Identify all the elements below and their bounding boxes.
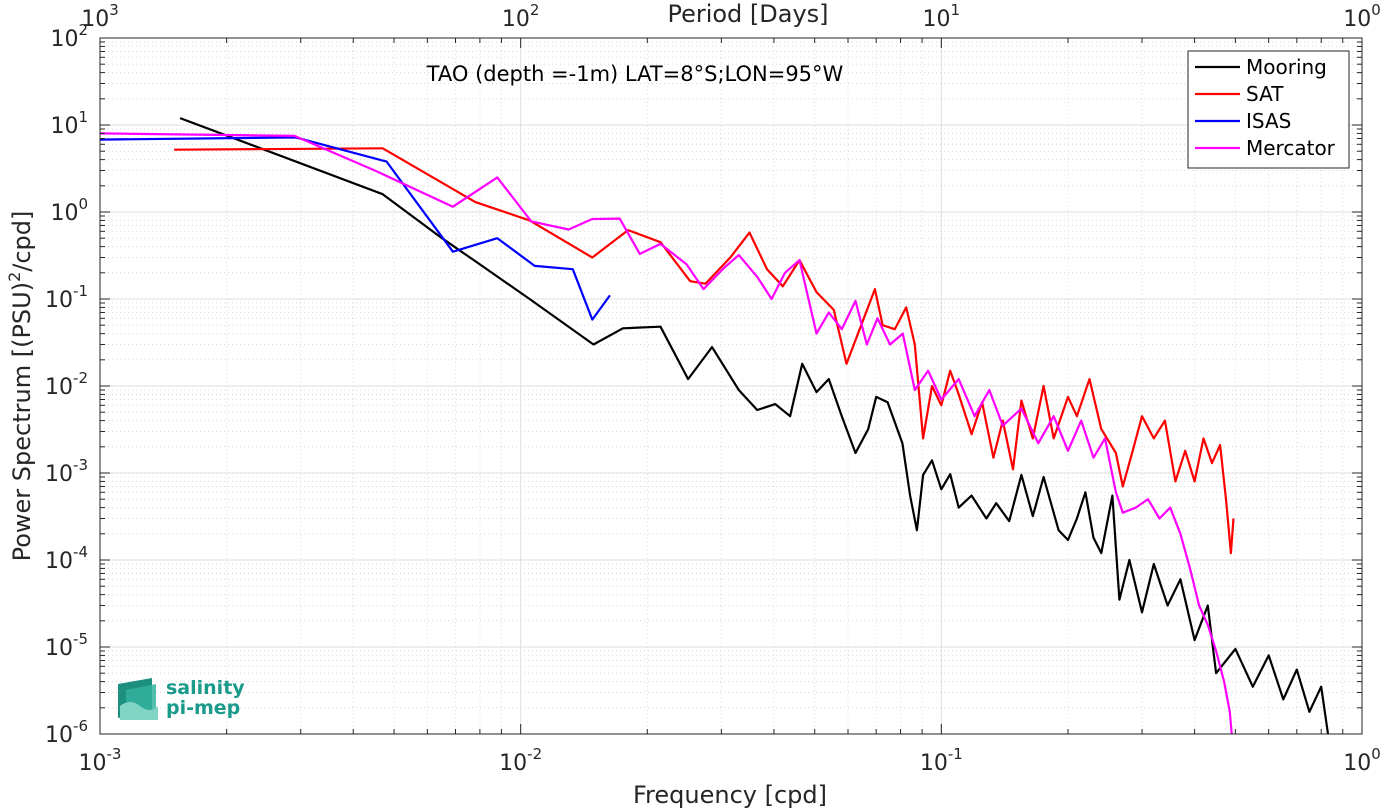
series-line-isas	[99, 136, 611, 321]
series-line-mooring	[179, 117, 1330, 735]
y-axis-label: Power Spectrum [(PSU)2/cpd]	[5, 211, 36, 562]
y-tick-label: 102	[50, 21, 88, 52]
chart-title: TAO (depth =-1m) LAT=8°S;LON=95°W	[426, 62, 844, 86]
legend-label-sat: SAT	[1246, 82, 1284, 106]
x-tick-label: 10-1	[920, 745, 963, 776]
y-tick-label: 10-6	[45, 717, 88, 748]
legend-label-mercator: Mercator	[1246, 136, 1336, 160]
y-tick-label: 10-4	[45, 543, 88, 574]
legend: Mooring SAT ISAS Mercator	[1187, 50, 1350, 169]
y-tick-label: 10-1	[45, 282, 88, 313]
logo-line2: pi-mep	[166, 697, 240, 719]
y-tick-label: 100	[50, 195, 88, 226]
y-tick-label: 10-2	[45, 369, 88, 400]
top-x-tick-label: 100	[1343, 1, 1381, 32]
top-x-axis-label: Period [Days]	[667, 0, 828, 28]
y-tick-label: 10-3	[45, 456, 88, 487]
salinity-pi-mep-logo: salinity pi-mep	[118, 677, 245, 720]
y-tick-label: 101	[50, 108, 88, 139]
y-tick-label: 10-5	[45, 630, 88, 661]
top-x-tick-label: 102	[502, 1, 540, 32]
legend-label-isas: ISAS	[1246, 109, 1291, 133]
series-layer	[99, 117, 1330, 735]
x-tick-label: 100	[1343, 745, 1381, 776]
legend-label-mooring: Mooring	[1246, 55, 1327, 79]
top-x-tick-label: 101	[923, 1, 961, 32]
logo-line1: salinity	[166, 677, 245, 699]
series-line-mercator	[99, 132, 1233, 735]
x-tick-labels: 10-3 10-2 10-1 100	[79, 745, 1381, 776]
x-tick-label: 10-2	[499, 745, 542, 776]
x-axis-label: Frequency [cpd]	[633, 781, 827, 809]
series-line-sat	[174, 147, 1235, 555]
x-tick-label: 10-3	[79, 745, 122, 776]
tick-marks	[99, 37, 1363, 735]
top-x-tick-labels: 103 102 101 100	[81, 1, 1381, 32]
top-x-tick-label: 103	[81, 1, 119, 32]
y-tick-labels: 10-6 10-5 10-4 10-3 10-2 10-1 100 101 102	[45, 21, 88, 748]
